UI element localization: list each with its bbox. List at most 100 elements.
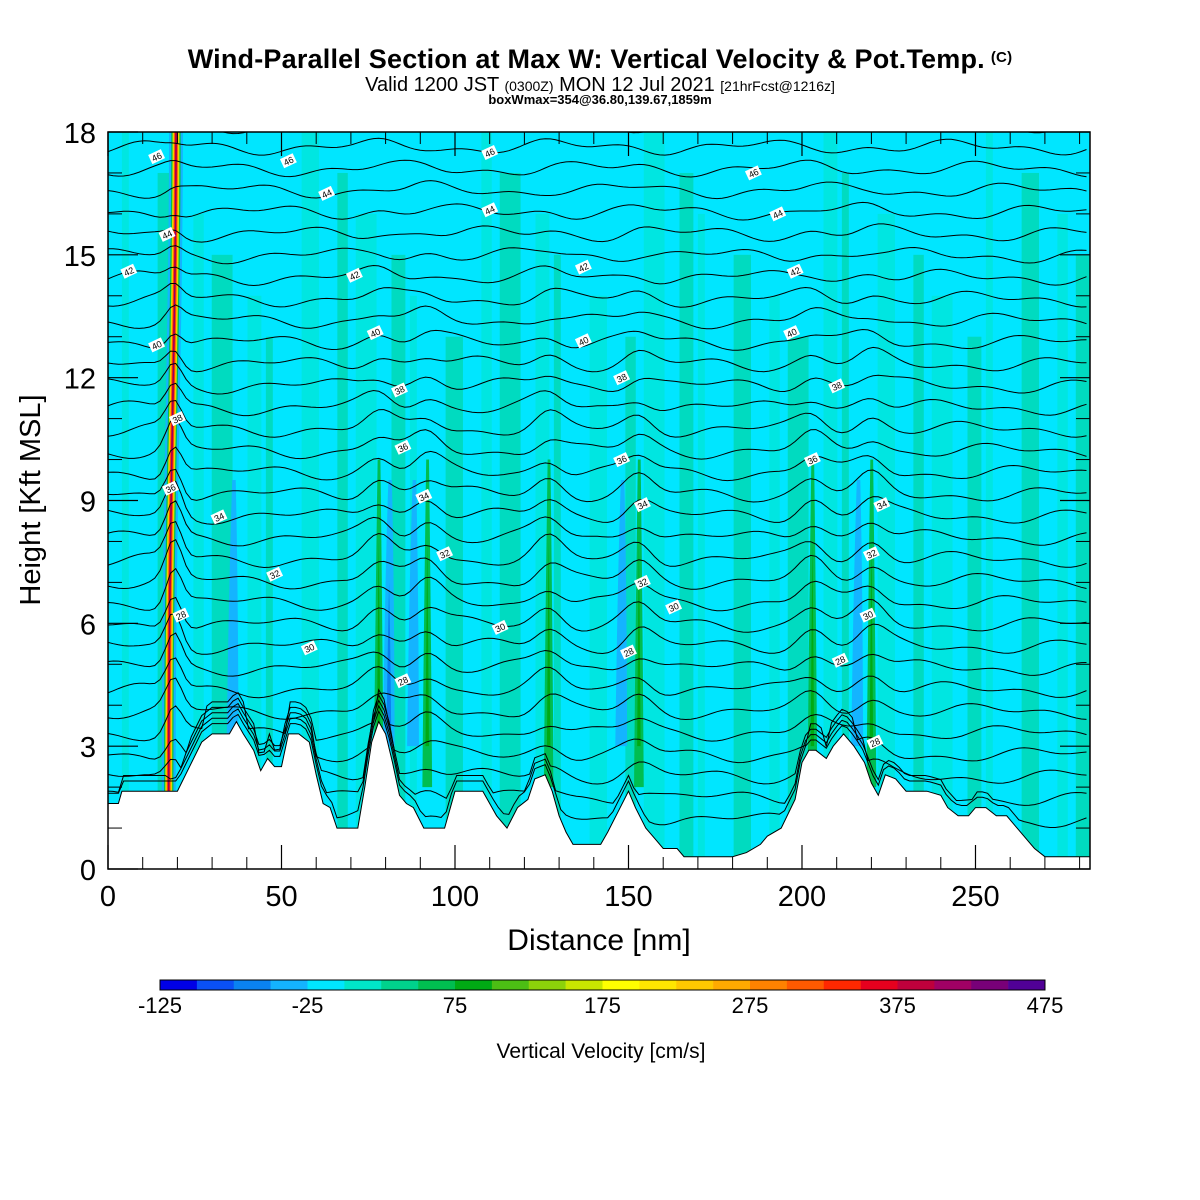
contour-label-text: 30: [667, 601, 680, 614]
contour-label: 38: [168, 411, 186, 427]
theta-contour: [108, 201, 1087, 221]
colorbar-swatch: [676, 980, 714, 990]
contour-label-bg: [633, 497, 651, 513]
contour-label-text: 40: [369, 326, 382, 339]
contour-label-text: 42: [789, 265, 802, 278]
contour-label-text: 28: [174, 609, 187, 622]
contour-label-text: 40: [785, 326, 798, 339]
contour-label-bg: [436, 546, 454, 562]
theta-contour: [108, 677, 1087, 721]
contour-label: 46: [148, 149, 166, 165]
copyright-mark: (C): [990, 49, 1013, 66]
contour-label-text: 44: [320, 187, 333, 200]
contour-label: 30: [859, 607, 877, 623]
contour-label-bg: [481, 202, 499, 218]
contour-label: 32: [436, 546, 454, 562]
velocity-band: [967, 336, 982, 869]
contour-label-bg: [158, 226, 176, 242]
contour-label: 28: [831, 652, 849, 668]
contour-label: 44: [769, 206, 787, 222]
valid-utc: (0300Z): [504, 78, 554, 94]
theta-contour: [221, 132, 1048, 135]
colorbar-swatch: [971, 980, 1009, 990]
terrain-mask: [108, 720, 1090, 869]
velocity-band: [445, 336, 463, 869]
contour-label-text: 40: [577, 335, 590, 348]
theta-contour: [108, 328, 1087, 351]
colorbar-swatch: [713, 980, 751, 990]
valid-date: MON 12 Jul 2021: [559, 74, 715, 96]
contour-label-bg: [859, 607, 877, 623]
contour-label-bg: [120, 263, 138, 279]
velocity-band: [679, 172, 694, 869]
theta-contour: [108, 137, 1087, 156]
contour-label-bg: [394, 439, 412, 455]
contour-label: 28: [394, 673, 412, 689]
velocity-band: [193, 213, 204, 869]
contour-label: 42: [120, 263, 138, 279]
contour-label: 32: [862, 546, 880, 562]
theta-contour: [108, 304, 1087, 330]
contour-label-text: 34: [636, 498, 649, 511]
contour-label-bg: [148, 337, 166, 353]
contour-label-bg: [744, 165, 762, 181]
contour-label-bg: [210, 509, 228, 525]
contour-label-text: 38: [171, 412, 184, 425]
downdraft-core: [619, 582, 624, 730]
contour-label-text: 32: [636, 576, 649, 589]
theta-contour: [108, 382, 1087, 417]
contour-label-bg: [873, 497, 891, 513]
velocity-band: [625, 336, 636, 869]
colorbar-swatch: [823, 980, 861, 990]
updraft-core: [810, 541, 815, 747]
vertical-velocity-field: 46 46 46 46 44 44 44 44 42 42 42 42 40 40 40 40 38 38 38 38…: [108, 132, 1090, 869]
contour-label-text: 46: [150, 150, 163, 163]
contour-label-text: 28: [396, 675, 409, 688]
theta-contour: [108, 399, 1087, 438]
contour-label-text: 46: [747, 167, 760, 180]
theta-contour: [108, 632, 1087, 677]
theta-contour: [108, 596, 1087, 633]
x-tick-label: 100: [431, 881, 479, 913]
contour-label: 46: [481, 145, 499, 160]
contour-label-bg: [318, 185, 336, 201]
colorbar-swatch: [491, 980, 530, 990]
y-tick-label: 15: [64, 241, 96, 273]
downdraft-core: [230, 582, 236, 730]
contour-label-text: 38: [393, 384, 406, 397]
colorbar-swatch: [934, 980, 972, 990]
contour-label-bg: [803, 452, 821, 468]
theta-contour: [108, 245, 1087, 265]
contour-label: 44: [318, 185, 336, 201]
contour-label: 30: [300, 640, 318, 656]
y-tick-label: 3: [80, 732, 96, 764]
contour-label: 30: [491, 619, 509, 635]
theta-contour: [108, 362, 1087, 395]
contour-label: 40: [148, 337, 166, 353]
contour-label-bg: [300, 640, 318, 656]
colorbar-swatch: [160, 980, 198, 990]
theta-contour: [108, 539, 1087, 590]
velocity-band: [301, 132, 319, 869]
contour-label-text: 36: [615, 453, 628, 466]
contour-label-bg: [862, 546, 880, 562]
contour-label: 34: [633, 497, 651, 513]
contour-label: 36: [394, 439, 412, 455]
theta-contour: [108, 417, 1087, 460]
contour-label: 36: [803, 452, 821, 468]
box-max-info: boxWmax=354@36.80,139.67,1859m: [488, 92, 712, 107]
contour-label-bg: [266, 566, 284, 582]
contour-label: 36: [162, 480, 179, 496]
contour-label-bg: [613, 452, 631, 468]
contour-label-text: 42: [577, 261, 590, 274]
updraft-core: [637, 541, 641, 747]
contour-label-text: 40: [150, 339, 163, 352]
colorbar-tick-label: 275: [732, 993, 769, 1018]
x-tick-label: 200: [778, 881, 826, 913]
velocity-band: [931, 295, 953, 869]
contour-label: 28: [172, 607, 190, 623]
velocity-band: [391, 254, 406, 869]
colorbar-frame: [159, 979, 1046, 991]
contour-label-bg: [620, 644, 637, 660]
velocity-band: [823, 132, 838, 869]
